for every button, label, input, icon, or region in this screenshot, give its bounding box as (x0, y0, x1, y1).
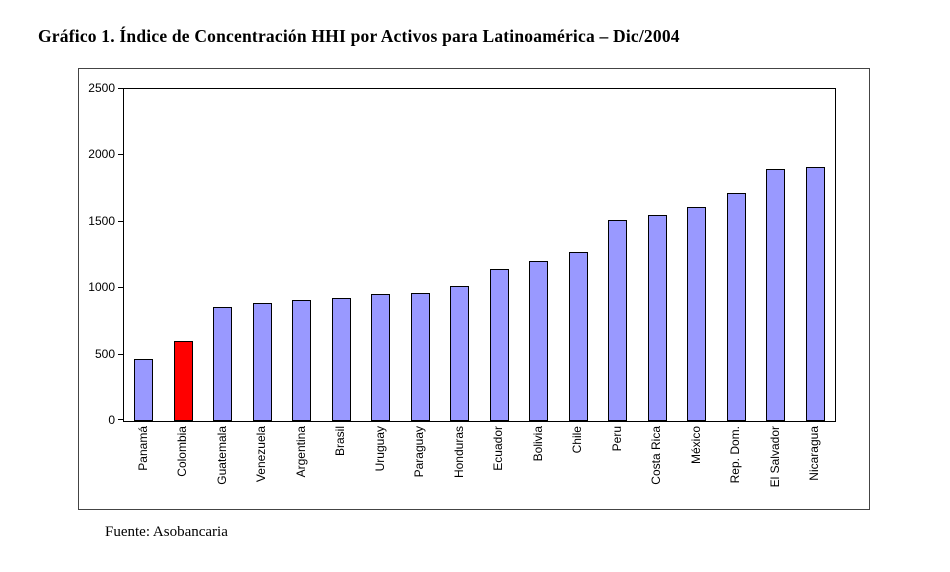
bar-slot (756, 89, 796, 421)
x-label-cell: Peru (597, 426, 637, 506)
chart-title: Gráfico 1. Índice de Concentración HHI p… (38, 26, 680, 46)
bar-costa-rica (647, 214, 667, 421)
bar-slot (322, 89, 362, 421)
bar-slot (796, 89, 836, 421)
bar-slot (519, 89, 559, 421)
bar-slot (361, 89, 401, 421)
y-axis-tick (118, 88, 123, 89)
bar-slot (480, 89, 520, 421)
bar-nicaragua (805, 167, 825, 421)
x-axis-label: Venezuela (254, 426, 269, 483)
x-label-cell: Uruguay (360, 426, 400, 506)
x-label-cell: Brasil (321, 426, 361, 506)
x-label-cell: Honduras (439, 426, 479, 506)
y-axis-tick (118, 154, 123, 155)
x-axis-label: Uruguay (372, 426, 387, 472)
x-label-cell: Guatemala (202, 426, 242, 506)
x-label-cell: El Salvador (755, 426, 795, 506)
y-axis-tick (118, 287, 123, 288)
bar-peru (608, 220, 628, 421)
x-axis-label: Honduras (451, 426, 466, 479)
x-axis-label: Costa Rica (649, 426, 664, 485)
bar-slot (717, 89, 757, 421)
bar-el-salvador (766, 168, 786, 421)
x-label-cell: Bolivia (518, 426, 558, 506)
y-axis-tick (118, 221, 123, 222)
x-axis-label: Rep. Dom. (728, 426, 743, 484)
y-axis-ticks (118, 88, 123, 420)
bar-guatemala (213, 306, 233, 421)
bar-slot (598, 89, 638, 421)
bar-paraguay (410, 292, 430, 421)
bar-m-xico (687, 207, 707, 421)
bar-argentina (292, 300, 312, 421)
y-axis: 0 500 1000 1500 2000 2500 (79, 81, 115, 427)
x-axis-label: Argentina (293, 426, 308, 478)
bar-slot (677, 89, 717, 421)
bar-slot (638, 89, 678, 421)
x-label-cell: Nicaragua (795, 426, 835, 506)
x-label-cell: Paraguay (400, 426, 440, 506)
x-label-cell: Argentina (281, 426, 321, 506)
x-label-cell: Colombia (163, 426, 203, 506)
x-axis-labels: Panamá Colombia Guatemala Venezuela Argentin… (123, 426, 834, 506)
plot-area (123, 88, 836, 422)
y-axis-tick (118, 419, 123, 420)
y-axis-label: 2500 (88, 81, 115, 95)
x-axis-label: Bolivia (530, 426, 545, 462)
y-axis-label: 2000 (88, 147, 115, 161)
bar-bolivia (529, 260, 549, 421)
x-axis-label: El Salvador (767, 426, 782, 488)
x-label-cell: México (676, 426, 716, 506)
bar-slot (401, 89, 441, 421)
bar-slot (203, 89, 243, 421)
bar-slot (243, 89, 283, 421)
chart-frame: 0 500 1000 1500 2000 2500 Panamá Colombia Guate… (78, 68, 870, 510)
x-axis-label: Brasil (333, 426, 348, 457)
x-axis-label: Paraguay (412, 426, 427, 478)
x-axis-label: Ecuador (491, 426, 506, 471)
y-axis-label: 0 (108, 413, 115, 427)
y-axis-label: 1500 (88, 214, 115, 228)
source-note: Fuente: Asobancaria (105, 524, 228, 540)
bar-brasil (331, 297, 351, 421)
bar-panam- (134, 358, 154, 421)
x-axis-label: Peru (609, 426, 624, 452)
x-label-cell: Costa Rica (637, 426, 677, 506)
y-axis-label: 500 (94, 347, 115, 361)
bar-slot (282, 89, 322, 421)
x-label-cell: Rep. Dom. (716, 426, 756, 506)
x-axis-label: Guatemala (214, 426, 229, 485)
y-axis-tick (118, 354, 123, 355)
x-axis-label: México (688, 426, 703, 465)
bar-venezuela (252, 303, 272, 421)
bar-slot (164, 89, 204, 421)
bar-uruguay (371, 293, 391, 421)
x-label-cell: Panamá (123, 426, 163, 506)
x-axis-label: Panamá (135, 426, 150, 471)
bar-ecuador (489, 268, 509, 421)
x-axis-label: Chile (570, 426, 585, 454)
bar-slot (559, 89, 599, 421)
y-axis-label: 1000 (88, 280, 115, 294)
bar-chile (568, 251, 588, 421)
x-label-cell: Ecuador (479, 426, 519, 506)
x-label-cell: Venezuela (242, 426, 282, 506)
x-axis-label: Nicaragua (807, 426, 822, 481)
bar-honduras (450, 285, 470, 421)
bar-slot (124, 89, 164, 421)
x-axis-label: Colombia (175, 426, 190, 477)
bar-rep-dom- (726, 192, 746, 421)
bar-colombia (173, 341, 193, 421)
bar-slot (440, 89, 480, 421)
x-label-cell: Chile (558, 426, 598, 506)
